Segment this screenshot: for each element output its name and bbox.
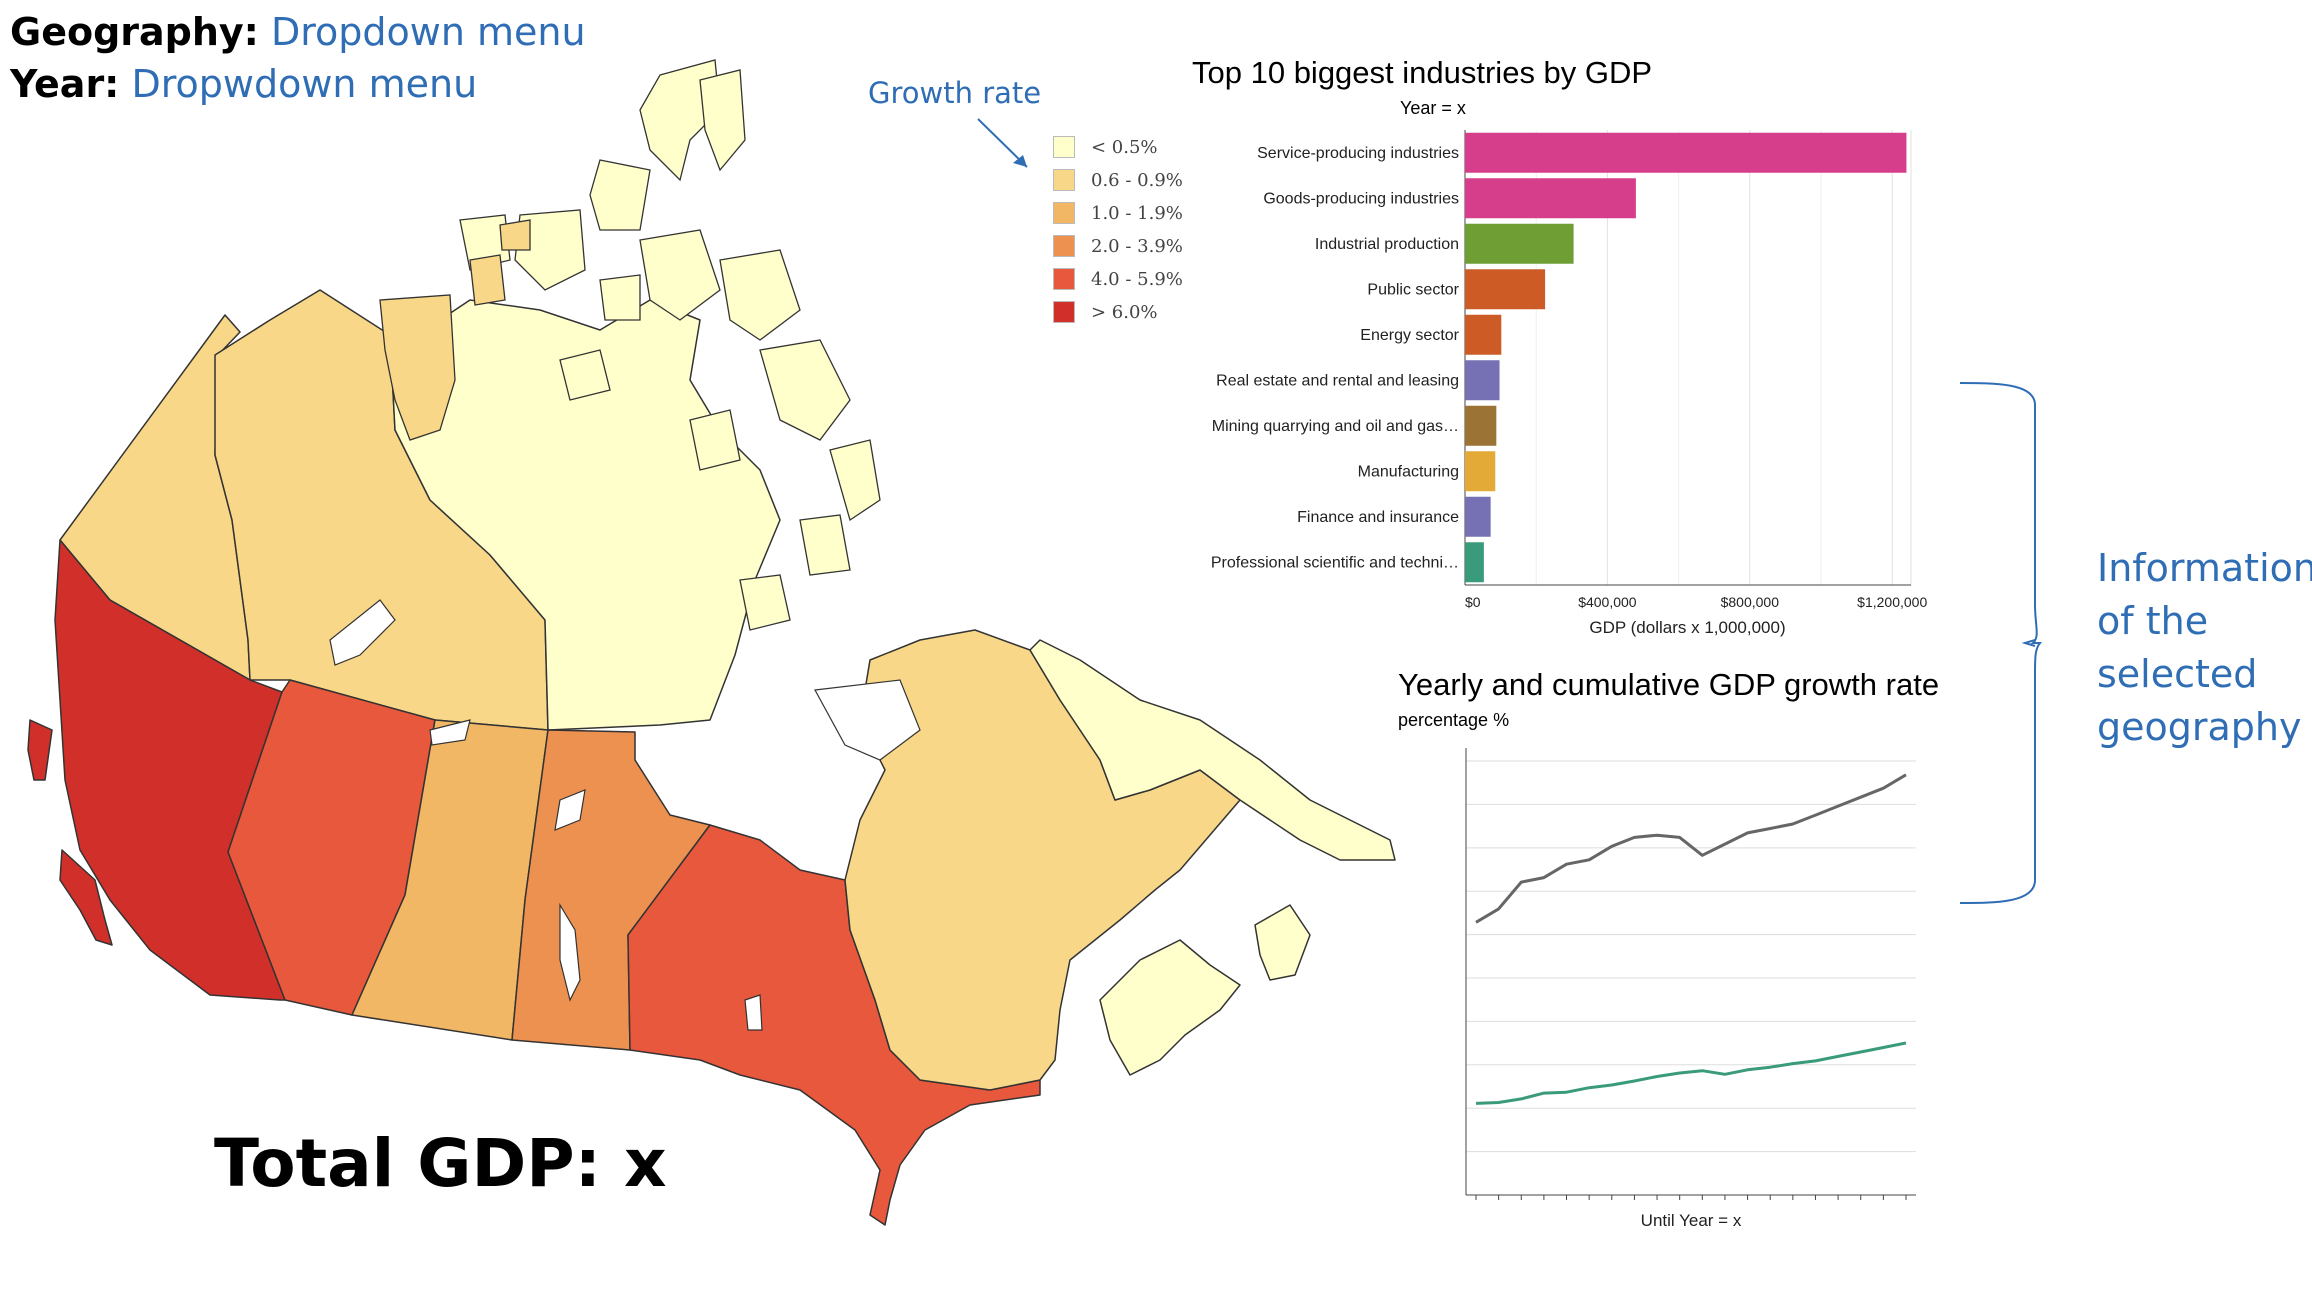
bar-chart-title: Top 10 biggest industries by GDP bbox=[1192, 55, 1653, 90]
cumulative-growth-line[interactable] bbox=[1475, 773, 1907, 924]
bar[interactable] bbox=[1465, 542, 1484, 583]
legend-item: < 0.5% bbox=[1053, 134, 1158, 160]
yearly-growth-line[interactable] bbox=[1475, 1041, 1907, 1105]
legend-swatch bbox=[1053, 169, 1075, 191]
bar-x-tick-label: $800,000 bbox=[1721, 594, 1780, 610]
region-maritimes[interactable] bbox=[1099, 939, 1241, 1076]
bar-category-label: Public sector bbox=[1367, 281, 1459, 298]
bar[interactable] bbox=[1465, 314, 1502, 355]
line-chart: Until Year = x bbox=[1465, 748, 1916, 1230]
bar[interactable] bbox=[1465, 269, 1546, 310]
brace-icon bbox=[1959, 382, 2043, 904]
bar-category-label: Professional scientific and techni… bbox=[1211, 554, 1459, 571]
geography-label: Geography: bbox=[10, 10, 259, 54]
year-label: Year: bbox=[10, 62, 120, 106]
legend-title: Growth rate bbox=[868, 76, 1042, 110]
western-arctic-islands bbox=[379, 219, 531, 441]
bar-category-label: Manufacturing bbox=[1358, 463, 1459, 480]
legend-pointer-arrow-icon bbox=[977, 118, 1028, 168]
bar[interactable] bbox=[1465, 178, 1636, 219]
legend-label: 2.0 - 3.9% bbox=[1091, 235, 1183, 257]
legend-swatch bbox=[1053, 301, 1075, 323]
region-nunavut[interactable] bbox=[389, 299, 781, 731]
legend-label: 4.0 - 5.9% bbox=[1091, 268, 1183, 290]
bar-chart: $0 $400,000 $800,000 $1,200,000 Service-prod… bbox=[1211, 130, 1927, 637]
legend-label: 0.6 - 0.9% bbox=[1091, 169, 1183, 191]
legend-item: 2.0 - 3.9% bbox=[1053, 233, 1183, 259]
bar-category-label: Mining quarrying and oil and gas… bbox=[1212, 418, 1459, 435]
bar[interactable] bbox=[1465, 223, 1574, 264]
bar-x-tick-label: $400,000 bbox=[1578, 594, 1637, 610]
geography-control: Geography: Dropdown menu bbox=[10, 10, 586, 56]
bar[interactable] bbox=[1465, 451, 1496, 492]
year-dropdown[interactable]: Dropwdown menu bbox=[131, 62, 478, 106]
legend-swatch bbox=[1053, 202, 1075, 224]
legend-label: 1.0 - 1.9% bbox=[1091, 202, 1183, 224]
bar-category-label: Goods-producing industries bbox=[1263, 190, 1459, 207]
bar[interactable] bbox=[1465, 496, 1491, 537]
legend-item: 4.0 - 5.9% bbox=[1053, 266, 1183, 292]
bar-category-label: Energy sector bbox=[1360, 327, 1459, 344]
year-control: Year: Dropwdown menu bbox=[10, 62, 477, 108]
lakes bbox=[329, 599, 921, 1031]
region-newfoundland[interactable] bbox=[1254, 904, 1311, 981]
bar[interactable] bbox=[1465, 405, 1497, 446]
bar-category-label: Industrial production bbox=[1315, 236, 1459, 253]
legend-swatch bbox=[1053, 268, 1075, 290]
bar-x-tick-label: $0 bbox=[1465, 594, 1481, 610]
bar[interactable] bbox=[1465, 132, 1907, 173]
region-british-columbia[interactable] bbox=[54, 539, 286, 1001]
line-chart-subtitle: percentage % bbox=[1398, 710, 1510, 730]
bar-x-tick-label: $1,200,000 bbox=[1857, 594, 1927, 610]
total-gdp: Total GDP: x bbox=[214, 1125, 667, 1202]
bar-x-axis-label: GDP (dollars x 1,000,000) bbox=[1589, 618, 1785, 637]
geography-dropdown[interactable]: Dropdown menu bbox=[270, 10, 586, 54]
region-vancouver-island bbox=[59, 849, 113, 946]
legend-label: > 6.0% bbox=[1091, 301, 1158, 323]
bar-chart-subtitle: Year = x bbox=[1400, 98, 1466, 118]
region-labrador[interactable] bbox=[1029, 639, 1396, 861]
legend-item: 0.6 - 0.9% bbox=[1053, 167, 1183, 193]
info-note: Information of the selected geography bbox=[2097, 546, 2312, 749]
line-chart-title: Yearly and cumulative GDP growth rate bbox=[1398, 667, 1940, 702]
bar-category-label: Real estate and rental and leasing bbox=[1216, 372, 1459, 389]
bar-category-label: Service-producing industries bbox=[1257, 145, 1459, 162]
legend-label: < 0.5% bbox=[1091, 136, 1158, 158]
bar[interactable] bbox=[1465, 360, 1500, 401]
bar-category-label: Finance and insurance bbox=[1297, 509, 1459, 526]
line-x-axis-label: Until Year = x bbox=[1641, 1211, 1742, 1230]
legend-swatch bbox=[1053, 235, 1075, 257]
legend-swatch bbox=[1053, 136, 1075, 158]
legend-item: 1.0 - 1.9% bbox=[1053, 200, 1183, 226]
region-haida-gwaii bbox=[27, 719, 53, 781]
arctic-islands bbox=[459, 59, 881, 631]
legend-item: > 6.0% bbox=[1053, 299, 1158, 325]
canada-map bbox=[27, 59, 1396, 1226]
